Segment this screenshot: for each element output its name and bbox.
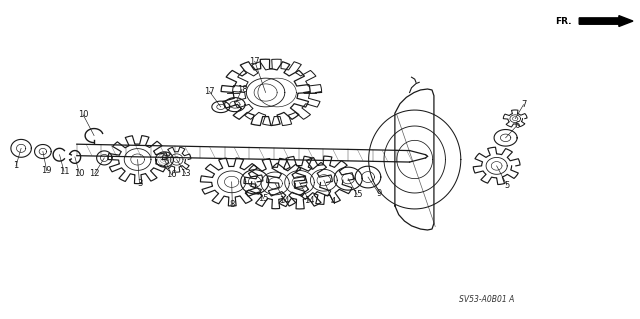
Text: 3: 3 — [137, 179, 142, 188]
Text: 13: 13 — [180, 169, 191, 178]
Text: 4: 4 — [330, 197, 335, 206]
Text: 10: 10 — [78, 110, 88, 119]
Text: 17: 17 — [204, 87, 214, 96]
Text: 8: 8 — [230, 200, 235, 209]
Text: 6: 6 — [515, 121, 520, 130]
Text: SV53-A0B01 A: SV53-A0B01 A — [459, 295, 514, 304]
Text: 1: 1 — [13, 161, 19, 170]
Text: 15: 15 — [352, 190, 362, 199]
Text: 10: 10 — [74, 169, 84, 178]
Text: 18: 18 — [237, 85, 247, 94]
Text: 14: 14 — [280, 197, 290, 205]
Text: 16: 16 — [166, 170, 177, 179]
Text: 15: 15 — [259, 194, 269, 203]
Text: 11: 11 — [59, 167, 69, 176]
Text: 17: 17 — [250, 57, 260, 66]
FancyArrow shape — [579, 16, 633, 26]
Text: 12: 12 — [90, 169, 100, 178]
Text: FR.: FR. — [555, 17, 572, 26]
Text: 5: 5 — [504, 181, 509, 189]
Text: 19: 19 — [42, 166, 52, 175]
Text: 7: 7 — [521, 100, 526, 109]
Text: 9: 9 — [376, 189, 381, 198]
Text: 14: 14 — [304, 197, 314, 205]
